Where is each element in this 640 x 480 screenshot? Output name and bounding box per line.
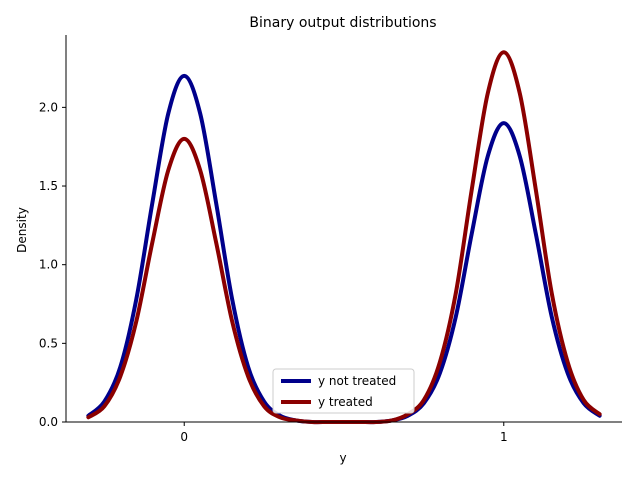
legend-label: y treated: [318, 395, 373, 409]
legend: y not treated y treated: [272, 368, 415, 414]
y-tick-label: 1.0: [39, 258, 58, 272]
x-tick-label: 0: [180, 430, 188, 444]
chart-title: Binary output distributions: [249, 15, 436, 31]
y-tick-label: 0.5: [39, 336, 58, 350]
y-ticks: 0.0 0.5 1.0 1.5 2.0: [39, 100, 66, 429]
x-tick-label: 1: [500, 430, 508, 444]
plot-area: [86, 50, 602, 425]
x-axis-label: y: [339, 451, 346, 465]
y-tick-label: 0.0: [39, 415, 58, 429]
y-axis-label: Density: [15, 207, 29, 253]
y-tick-label: 2.0: [39, 100, 58, 114]
series-line-treated: [86, 50, 602, 425]
y-tick-label: 1.5: [39, 179, 58, 193]
legend-label: y not treated: [318, 374, 396, 388]
